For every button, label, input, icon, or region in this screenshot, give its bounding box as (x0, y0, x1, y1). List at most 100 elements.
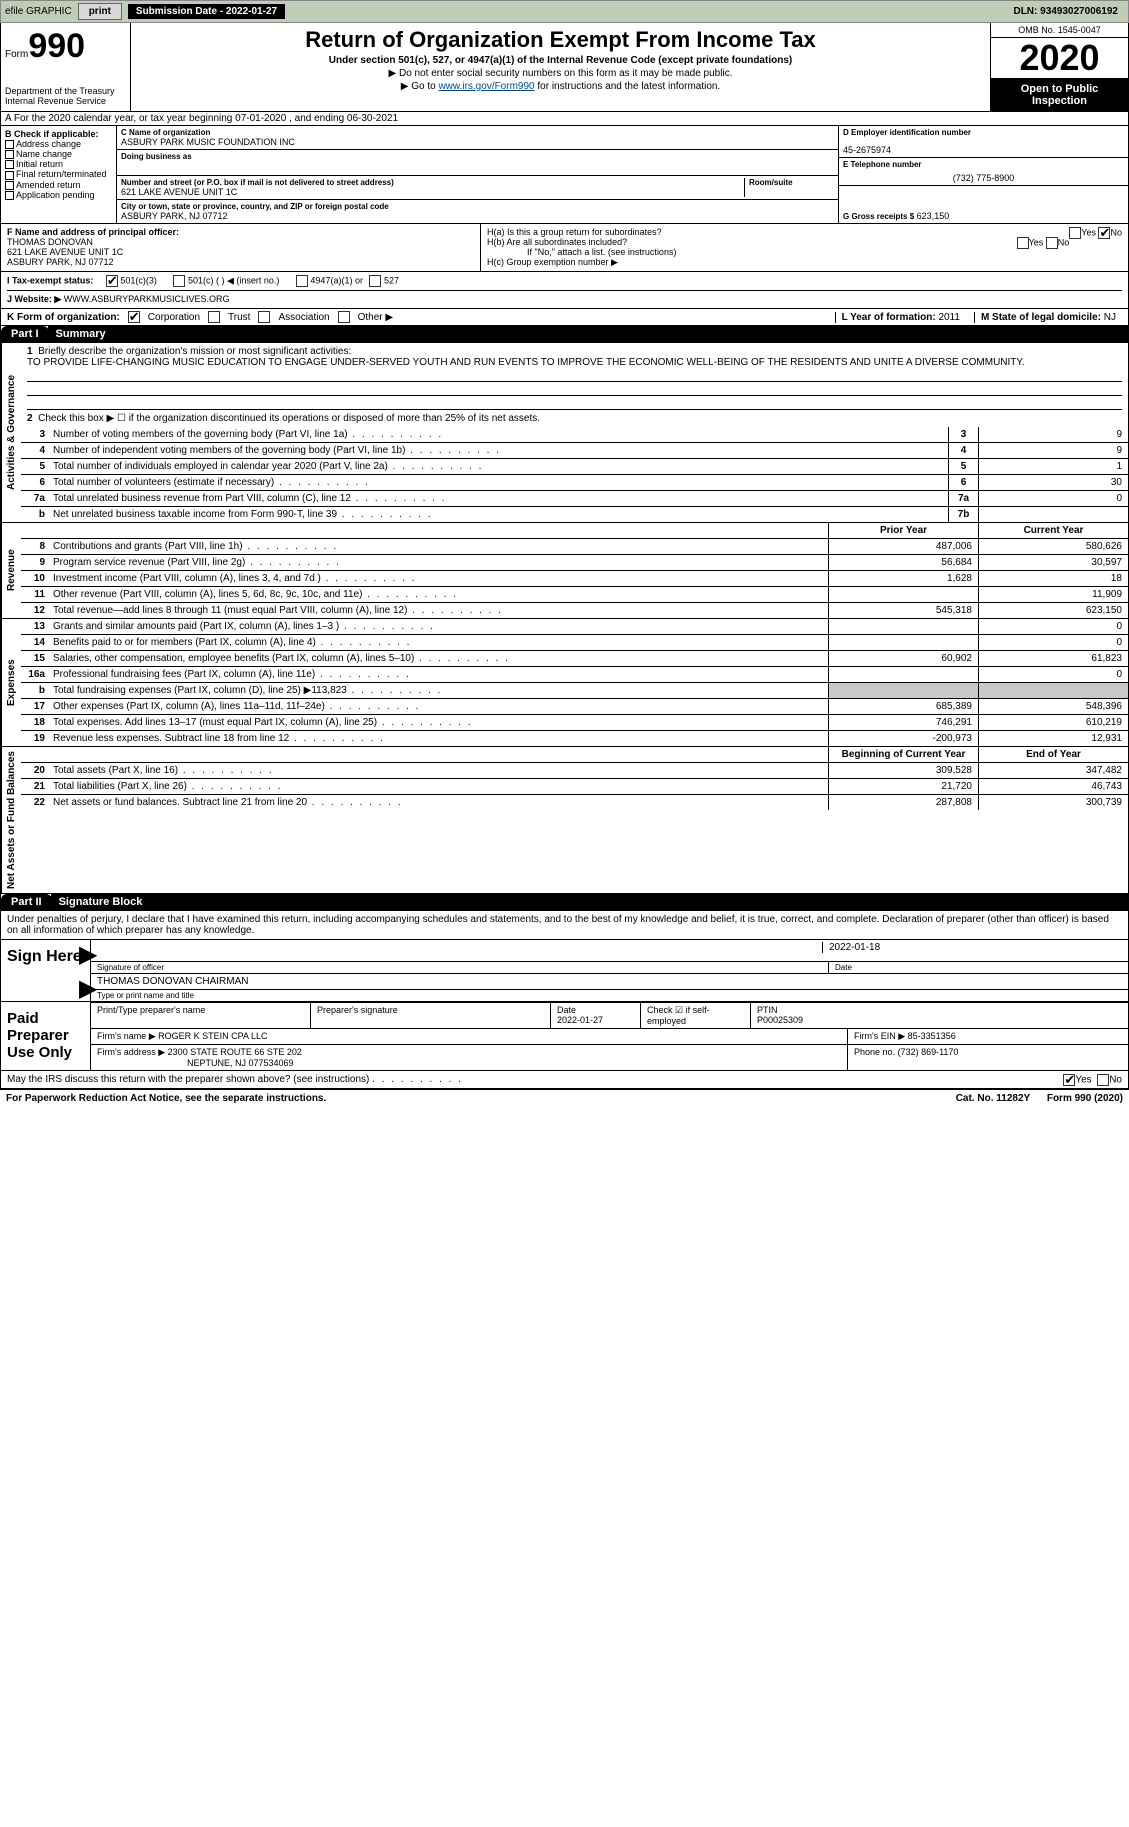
form-number: 990 (28, 27, 85, 65)
website: WWW.ASBURYPARKMUSICLIVES.ORG (64, 294, 230, 304)
mission-text: TO PROVIDE LIFE-CHANGING MUSIC EDUCATION… (27, 357, 1025, 368)
signature-block: Under penalties of perjury, I declare th… (0, 911, 1129, 1089)
part2-header: Part II Signature Block (0, 894, 1129, 911)
gov-row: 5Total number of individuals employed in… (21, 459, 1128, 475)
col-b: B Check if applicable: Address changeNam… (1, 126, 117, 223)
phone: (732) 775-8900 (843, 169, 1124, 183)
room-label: Room/suite (749, 178, 834, 187)
form-label: Form (5, 49, 28, 60)
financial-row: 13Grants and similar amounts paid (Part … (21, 619, 1128, 635)
financial-row: 18Total expenses. Add lines 13–17 (must … (21, 715, 1128, 731)
firm-phone: (732) 869-1170 (898, 1047, 959, 1057)
open-to-public: Open to Public Inspection (991, 79, 1128, 111)
side-tab-governance: Activities & Governance (1, 343, 21, 522)
line-klm: K Form of organization: Corporation Trus… (0, 309, 1129, 326)
financial-row: 21Total liabilities (Part X, line 26)21,… (21, 779, 1128, 795)
pra-notice: For Paperwork Reduction Act Notice, see … (6, 1093, 326, 1104)
gov-row: 6Total number of volunteers (estimate if… (21, 475, 1128, 491)
financial-row: 15Salaries, other compensation, employee… (21, 651, 1128, 667)
financial-row: 10Investment income (Part VIII, column (… (21, 571, 1128, 587)
side-tab-revenue: Revenue (1, 523, 21, 618)
firm-ein: 85-3351356 (908, 1031, 956, 1041)
checkbox-item[interactable]: Amended return (5, 180, 112, 190)
arrow-icon: ▶ (79, 940, 97, 969)
city-label: City or town, state or province, country… (121, 202, 834, 211)
financial-row: 22Net assets or fund balances. Subtract … (21, 795, 1128, 810)
submission-date: Submission Date - 2022-01-27 (128, 4, 285, 19)
city-value: ASBURY PARK, NJ 07712 (121, 211, 834, 221)
net-assets-section: Net Assets or Fund Balances Beginning of… (0, 747, 1129, 894)
line-ij: I Tax-exempt status: 501(c)(3) 501(c) ( … (0, 272, 1129, 309)
efile-label: efile GRAPHIC (5, 6, 72, 17)
form-subtitle: Under section 501(c), 527, or 4947(a)(1)… (137, 55, 984, 66)
hc-label: H(c) Group exemption number ▶ (487, 257, 1122, 268)
part1-label: Part I (1, 326, 49, 342)
end-year-header: End of Year (978, 747, 1128, 762)
top-bar: efile GRAPHIC print Submission Date - 20… (0, 0, 1129, 23)
irs-label: Internal Revenue Service (5, 96, 126, 106)
j-label: J Website: ▶ (7, 294, 61, 304)
print-button[interactable]: print (78, 3, 122, 20)
financial-row: 9Program service revenue (Part VIII, lin… (21, 555, 1128, 571)
cat-no: Cat. No. 11282Y (956, 1093, 1030, 1104)
line-a: A For the 2020 calendar year, or tax yea… (0, 112, 1129, 126)
financial-row: bTotal fundraising expenses (Part IX, co… (21, 683, 1128, 699)
officer-addr2: ASBURY PARK, NJ 07712 (7, 257, 474, 267)
col-c: C Name of organizationASBURY PARK MUSIC … (117, 126, 838, 223)
prior-year-header: Prior Year (828, 523, 978, 538)
gross-receipts: 623,150 (917, 211, 950, 221)
financial-row: 14Benefits paid to or for members (Part … (21, 635, 1128, 651)
addr-label: Number and street (or P.O. box if mail i… (121, 178, 744, 187)
form-ref: Form 990 (2020) (1047, 1093, 1123, 1104)
checkbox-item[interactable]: Initial return (5, 159, 112, 169)
activities-governance: Activities & Governance 1 Briefly descri… (0, 343, 1129, 523)
irs-link[interactable]: www.irs.gov/Form990 (438, 81, 534, 92)
i-label: I Tax-exempt status: (7, 275, 93, 285)
officer-name: THOMAS DONOVAN (7, 237, 474, 247)
col-f: F Name and address of principal officer:… (1, 224, 481, 271)
col-d: D Employer identification number45-26759… (838, 126, 1128, 223)
form-header: Form990 Department of the Treasury Inter… (0, 23, 1129, 112)
part1-title: Summary (48, 326, 1128, 342)
expenses-section: Expenses 13Grants and similar amounts pa… (0, 619, 1129, 747)
side-tab-netassets: Net Assets or Fund Balances (1, 747, 21, 893)
prep-date: 2022-01-27 (557, 1015, 603, 1025)
footer: For Paperwork Reduction Act Notice, see … (0, 1089, 1129, 1107)
block-fh: F Name and address of principal officer:… (0, 224, 1129, 272)
omb-number: OMB No. 1545-0047 (991, 23, 1128, 38)
dba-label: Doing business as (121, 152, 834, 161)
f-label: F Name and address of principal officer: (7, 227, 474, 237)
ha-label: H(a) Is this a group return for subordin… (487, 227, 662, 237)
declaration-text: Under penalties of perjury, I declare th… (1, 911, 1128, 939)
ein: 45-2675974 (843, 137, 1124, 155)
officer-printed: THOMAS DONOVAN CHAIRMAN (97, 976, 249, 987)
header-mid: Return of Organization Exempt From Incom… (131, 23, 990, 111)
k-label: K Form of organization: (7, 312, 120, 323)
financial-row: 16aProfessional fundraising fees (Part I… (21, 667, 1128, 683)
financial-row: 17Other expenses (Part IX, column (A), l… (21, 699, 1128, 715)
financial-row: 8Contributions and grants (Part VIII, li… (21, 539, 1128, 555)
side-tab-expenses: Expenses (1, 619, 21, 746)
note-ssn: ▶ Do not enter social security numbers o… (137, 68, 984, 79)
self-employed: Check ☑ if self-employed (641, 1003, 751, 1028)
header-left: Form990 Department of the Treasury Inter… (1, 23, 131, 111)
gov-row: bNet unrelated business taxable income f… (21, 507, 1128, 522)
checkbox-item[interactable]: Name change (5, 149, 112, 159)
paid-preparer-label: Paid Preparer Use Only (1, 1002, 91, 1070)
q1-label: Briefly describe the organization's miss… (38, 346, 351, 357)
state-domicile: NJ (1104, 312, 1116, 323)
current-year-header: Current Year (978, 523, 1128, 538)
address: 621 LAKE AVENUE UNIT 1C (121, 187, 744, 197)
note-link: ▶ Go to www.irs.gov/Form990 for instruct… (137, 81, 984, 92)
part2-title: Signature Block (51, 894, 1128, 910)
d-label: D Employer identification number (843, 128, 1124, 137)
checkbox-item[interactable]: Final return/terminated (5, 169, 112, 179)
checkbox-item[interactable]: Address change (5, 139, 112, 149)
revenue-section: Revenue Prior YearCurrent Year 8Contribu… (0, 523, 1129, 619)
checkbox-item[interactable]: Application pending (5, 190, 112, 200)
officer-addr1: 621 LAKE AVENUE UNIT 1C (7, 247, 474, 257)
sign-here-label: Sign Here (1, 940, 91, 1001)
form-title: Return of Organization Exempt From Incom… (137, 27, 984, 53)
financial-row: 11Other revenue (Part VIII, column (A), … (21, 587, 1128, 603)
q2-text: Check this box ▶ ☐ if the organization d… (38, 413, 540, 424)
